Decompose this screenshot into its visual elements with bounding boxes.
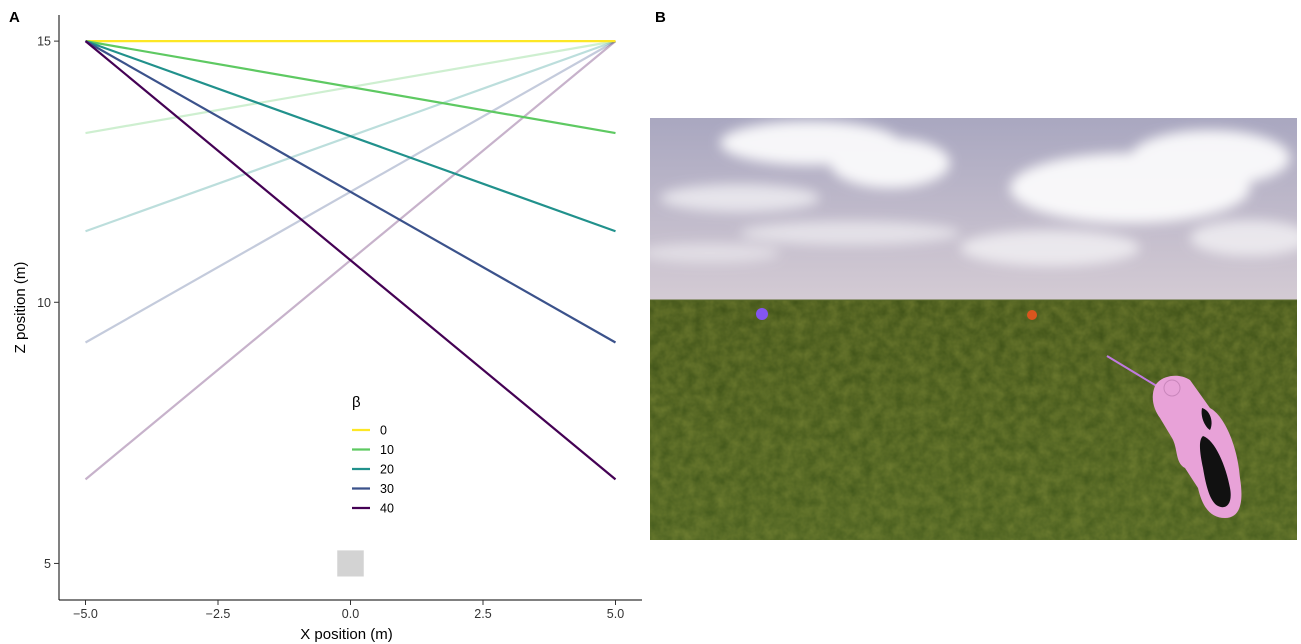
y-tick-label: 5 [44,557,51,571]
legend-title: β [352,394,361,411]
blue-target [756,308,768,320]
panel-b-label: B [655,9,666,26]
start-marker [337,550,364,577]
y-axis-label: Z position (m) [12,262,29,354]
legend-label-30: 30 [380,482,394,496]
clouds [650,121,1297,266]
gun-grip [1199,436,1231,508]
x-axis-label: X position (m) [300,626,393,643]
gun-trigger [1201,408,1212,430]
main-trajectories [84,40,617,481]
trajectory-chart: −5.0 −2.5 0.0 2.5 5.0 5 10 15 X position (m) Z po… [12,15,642,643]
orange-target [1027,310,1037,320]
trajectory-line-beta-30 [84,40,617,344]
legend: β 0 10 20 30 40 [352,394,394,516]
legend-label-0: 0 [380,424,387,438]
x-tick-label: −5.0 [73,607,98,621]
trajectory-line-beta-20 [85,40,616,233]
trajectory-line-beta-40 [84,40,617,481]
vr-scene [650,118,1297,540]
legend-label-10: 10 [380,443,394,457]
axes: −5.0 −2.5 0.0 2.5 5.0 5 10 15 X position (m) Z po… [12,15,642,643]
y-tick-label: 10 [37,296,51,310]
x-tick-label: 2.5 [474,607,491,621]
laser-beam [1106,355,1161,389]
x-tick-label: −2.5 [206,607,231,621]
legend-label-20: 20 [380,463,394,477]
legend-label-40: 40 [380,502,394,516]
x-tick-label: 5.0 [607,607,624,621]
gun-hammer [1163,379,1181,397]
panel-a-label: A [9,9,20,26]
trajectory-line-beta-10 [85,40,616,135]
start-marker-layer [337,550,364,577]
y-tick-label: 15 [37,35,51,49]
gun-icon [1152,375,1242,518]
x-tick-label: 0.0 [342,607,359,621]
